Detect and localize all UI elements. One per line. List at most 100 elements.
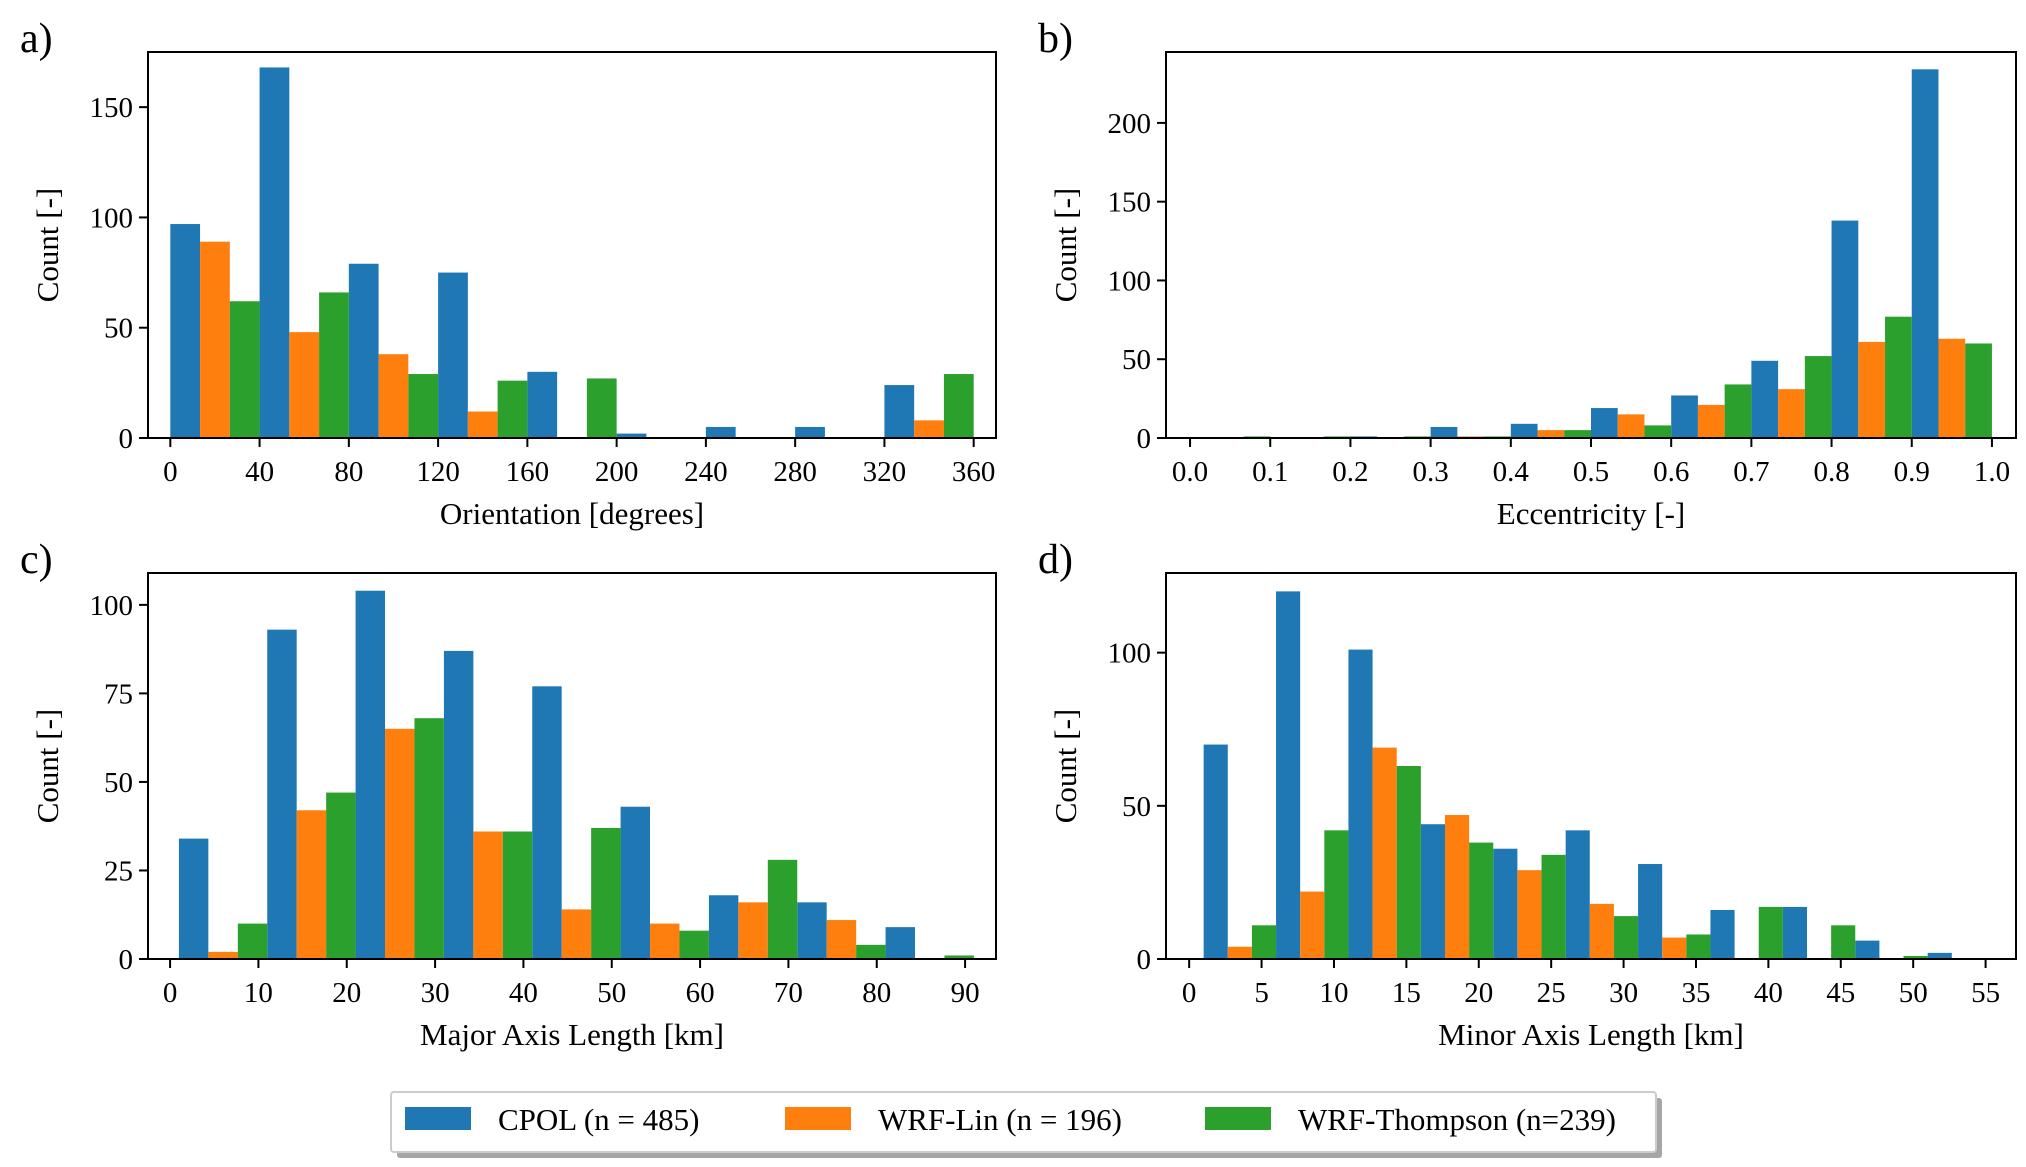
x-tick-label: 0.5	[1573, 456, 1609, 488]
y-tick-label: 100	[90, 590, 134, 622]
x-tick-label: 120	[416, 456, 460, 488]
legend-swatch-cpol	[405, 1107, 471, 1130]
x-tick-label: 70	[774, 977, 803, 1009]
y-tick-label: 50	[1122, 344, 1151, 376]
x-tick-label: 360	[952, 456, 996, 488]
panel-letter: d)	[1038, 537, 1073, 583]
bar-lin-bin-2	[378, 354, 409, 438]
y-tick-label: 0	[1137, 944, 1152, 976]
x-tick-label: 55	[1971, 977, 2000, 1009]
x-axis-label: Orientation [degrees]	[440, 496, 704, 531]
y-axis-label: Count [-]	[1048, 709, 1083, 824]
x-tick-label: 0.9	[1894, 456, 1930, 488]
y-axis-label: Count [-]	[30, 709, 65, 824]
panel-letter: c)	[20, 537, 53, 583]
bar-cpol-bin-4	[1493, 848, 1518, 959]
legend-swatch-thompson	[1205, 1107, 1271, 1130]
bar-thompson-bin-1	[319, 292, 349, 438]
bar-lin-bin-4	[1517, 870, 1542, 959]
plot-frame	[1165, 572, 2017, 960]
x-tick-label: 40	[1754, 977, 1783, 1009]
bar-lin-bin-4	[561, 909, 592, 959]
y-axis-label: Count [-]	[30, 188, 65, 303]
x-tick-label: 60	[686, 977, 715, 1009]
bar-lin-bin-3	[1444, 815, 1470, 959]
panel-a: 0 40 80 120 160 200 240 280 320 360 0 50 100 150 Orien…	[20, 16, 997, 531]
x-tick-label: 15	[1392, 977, 1421, 1009]
bar-cpol-bin-4	[527, 371, 558, 438]
bar-cpol-bin-6	[708, 895, 739, 959]
bar-thompson-bin-4	[586, 378, 617, 438]
plot-frame	[147, 572, 997, 960]
bar-cpol-bin-8	[1782, 906, 1807, 959]
bar-thompson-bin-9	[1965, 343, 1992, 438]
bar-cpol-bin-3	[1430, 426, 1458, 438]
bar-thompson-bin-0	[237, 923, 268, 959]
x-tick-label: 5	[1254, 977, 1269, 1009]
bar-cpol-bin-3	[1420, 824, 1445, 959]
bar-cpol-bin-9	[1855, 940, 1880, 959]
x-tick-label: 20	[332, 977, 361, 1009]
bar-lin-bin-5	[1589, 903, 1614, 959]
bar-thompson-bin-6	[1686, 934, 1711, 959]
bar-cpol-bin-2	[1348, 649, 1373, 959]
bar-cpol-bin-5	[1591, 408, 1618, 438]
panel-letter: b)	[1038, 16, 1073, 62]
bar-thompson-bin-7	[856, 944, 886, 959]
y-tick-label: 150	[1108, 187, 1152, 219]
bar-lin-bin-3	[473, 831, 503, 959]
x-tick-label: 0.2	[1332, 456, 1368, 488]
bar-lin-bin-6	[1697, 404, 1725, 438]
y-axis-label: Count [-]	[1048, 188, 1083, 303]
bar-lin-bin-6	[738, 902, 768, 959]
bar-thompson-bin-5	[1613, 916, 1639, 959]
x-tick-label: 160	[506, 456, 550, 488]
bar-cpol-bin-1	[267, 629, 297, 959]
bar-cpol-bin-6	[705, 426, 736, 438]
y-tick-label: 25	[104, 855, 133, 887]
x-tick-label: 35	[1681, 977, 1710, 1009]
x-tick-label: 30	[421, 977, 450, 1009]
bar-cpol-bin-5	[620, 806, 651, 959]
y-tick-label: 150	[90, 92, 134, 124]
bar-cpol-bin-0	[178, 838, 209, 959]
bar-thompson-bin-2	[408, 374, 439, 438]
y-tick-label: 200	[1108, 108, 1152, 140]
bar-cpol-bin-0	[1203, 744, 1228, 959]
bar-lin-bin-1	[1300, 891, 1325, 959]
y-tick-label: 100	[90, 202, 134, 234]
bar-lin-bin-2	[1372, 747, 1397, 959]
bar-thompson-bin-1	[1324, 830, 1349, 959]
bar-lin-bin-0	[208, 951, 238, 959]
bar-cpol-bin-5	[1565, 830, 1590, 959]
bar-thompson-bin-3	[497, 380, 528, 438]
bar-cpol-bin-5	[616, 433, 647, 438]
bar-cpol-bin-6	[1638, 864, 1663, 959]
bar-lin-bin-9	[1938, 338, 1966, 438]
bar-cpol-bin-8	[884, 385, 915, 438]
x-tick-label: 0.7	[1733, 456, 1769, 488]
bar-thompson-bin-7	[1758, 906, 1783, 959]
bar-lin-bin-8	[914, 420, 944, 438]
x-axis-label: Eccentricity [-]	[1497, 496, 1685, 531]
x-tick-label: 40	[245, 456, 274, 488]
x-tick-label: 0	[163, 456, 178, 488]
bar-thompson-bin-5	[679, 930, 709, 959]
x-tick-label: 20	[1464, 977, 1493, 1009]
x-axis-label: Minor Axis Length [km]	[1438, 1017, 1744, 1052]
legend-swatch-lin	[785, 1107, 851, 1130]
bar-lin-bin-0	[1227, 946, 1252, 959]
x-tick-label: 10	[1319, 977, 1348, 1009]
bar-thompson-bin-5	[1644, 425, 1672, 438]
y-tick-label: 100	[1108, 638, 1152, 670]
panel-letter: a)	[20, 16, 53, 62]
legend-label-lin: WRF-Lin (n = 196)	[878, 1102, 1122, 1137]
x-tick-label: 240	[684, 456, 728, 488]
bar-thompson-bin-8	[1885, 316, 1912, 438]
bar-thompson-bin-8	[944, 955, 974, 959]
x-tick-label: 280	[773, 456, 817, 488]
bar-thompson-bin-3	[502, 831, 533, 959]
bar-lin-bin-6	[1662, 937, 1687, 959]
legend-box	[390, 1091, 1657, 1153]
bar-cpol-bin-3	[438, 272, 468, 438]
